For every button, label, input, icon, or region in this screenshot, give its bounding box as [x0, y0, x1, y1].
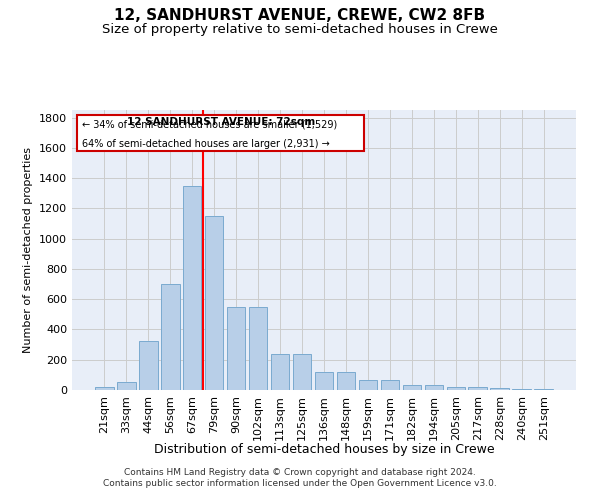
Text: Distribution of semi-detached houses by size in Crewe: Distribution of semi-detached houses by …: [154, 442, 494, 456]
FancyBboxPatch shape: [77, 114, 364, 151]
Bar: [205, 216, 223, 390]
Y-axis label: Number of semi-detached properties: Number of semi-detached properties: [23, 147, 34, 353]
Bar: [446, 387, 465, 390]
Bar: [161, 284, 179, 390]
Text: ← 34% of semi-detached houses are smaller (1,529): ← 34% of semi-detached houses are smalle…: [82, 120, 337, 130]
Text: Contains HM Land Registry data © Crown copyright and database right 2024.
Contai: Contains HM Land Registry data © Crown c…: [103, 468, 497, 487]
Bar: [249, 307, 268, 390]
Bar: [227, 307, 245, 390]
Bar: [469, 387, 487, 390]
Text: 12, SANDHURST AVENUE, CREWE, CW2 8FB: 12, SANDHURST AVENUE, CREWE, CW2 8FB: [115, 8, 485, 22]
Bar: [512, 389, 531, 390]
Bar: [293, 354, 311, 390]
Bar: [117, 382, 136, 390]
Bar: [139, 341, 158, 390]
Bar: [359, 380, 377, 390]
Bar: [95, 387, 113, 390]
Bar: [380, 380, 399, 390]
Bar: [314, 372, 334, 390]
Bar: [183, 186, 202, 390]
Bar: [490, 388, 509, 390]
Text: 64% of semi-detached houses are larger (2,931) →: 64% of semi-detached houses are larger (…: [82, 139, 330, 149]
Text: Size of property relative to semi-detached houses in Crewe: Size of property relative to semi-detach…: [102, 22, 498, 36]
Bar: [535, 389, 553, 390]
Text: 12 SANDHURST AVENUE: 72sqm: 12 SANDHURST AVENUE: 72sqm: [127, 118, 315, 128]
Bar: [337, 372, 355, 390]
Bar: [425, 386, 443, 390]
Bar: [403, 386, 421, 390]
Bar: [271, 354, 289, 390]
